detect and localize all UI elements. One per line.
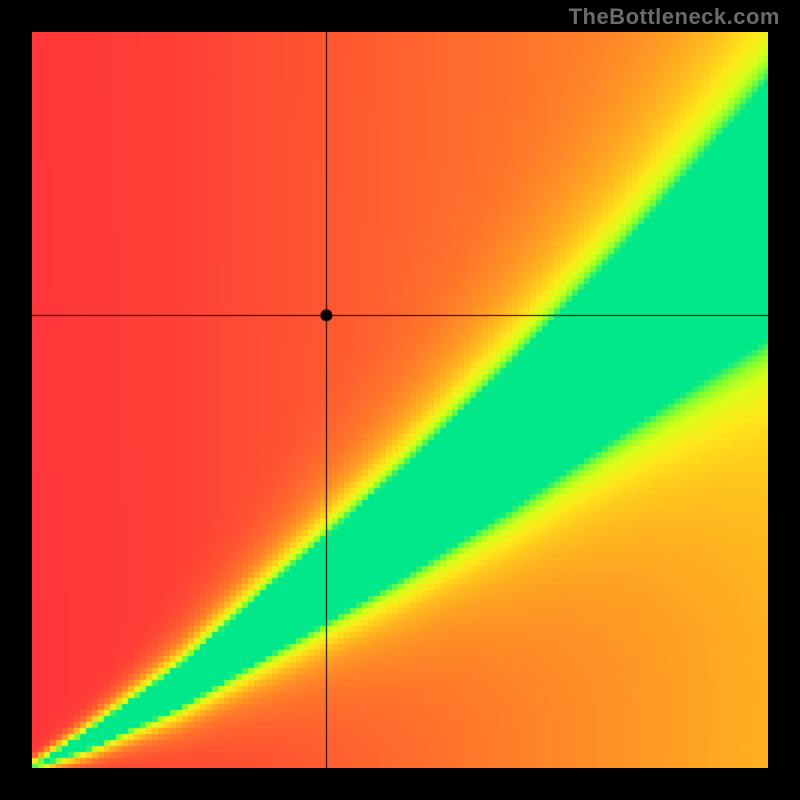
watermark-label: TheBottleneck.com bbox=[569, 4, 780, 30]
heatmap-canvas bbox=[32, 32, 768, 768]
plot-frame: TheBottleneck.com bbox=[0, 0, 800, 800]
